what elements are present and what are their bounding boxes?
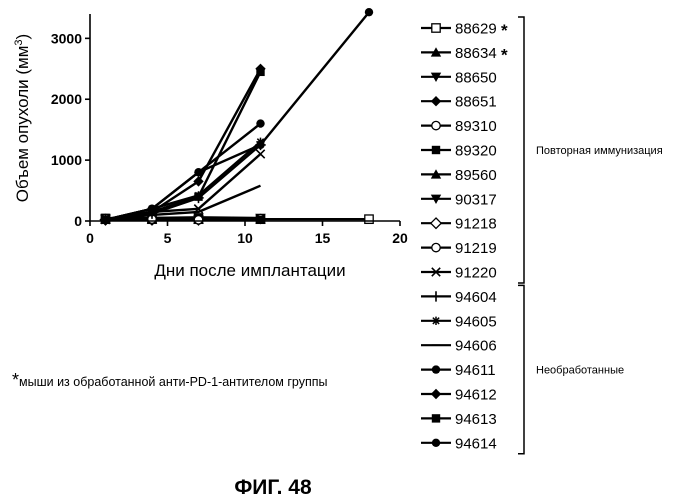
legend-item-89310: 89310: [421, 118, 497, 135]
legend-marker: [432, 146, 440, 154]
y-axis-label-close: ): [13, 34, 32, 40]
legend-item-91220: 91220: [421, 265, 497, 282]
legend-label: 88634: [455, 45, 497, 62]
bracket-line: [518, 17, 524, 283]
legend-item-94612: 94612: [421, 387, 497, 404]
legend-item-88634: 88634*: [421, 45, 508, 65]
legend-marker: [432, 243, 440, 251]
data-point: [101, 216, 109, 224]
legend-item-89560: 89560: [421, 167, 497, 184]
y-tick-label: 3000: [51, 30, 82, 46]
y-axis-label-main: Объем опухоли (мм: [13, 46, 32, 203]
legend-label: 90317: [455, 191, 497, 208]
legend-star: *: [501, 21, 508, 40]
legend-label: 94611: [455, 362, 496, 379]
legend-marker: [432, 414, 440, 422]
data-point: [256, 150, 264, 158]
data-point: [148, 205, 156, 213]
legend-label: 91218: [455, 216, 497, 233]
legend-label: 88650: [455, 69, 497, 86]
legend-marker: [431, 389, 441, 399]
axes: 0 1000 2000 3000 0 5 10 15 20: [51, 14, 408, 246]
series-line: [106, 124, 261, 220]
legend-item-89320: 89320: [421, 143, 497, 160]
data-point: [194, 216, 202, 224]
x-tick-label: 20: [392, 230, 408, 246]
legend-item-94604: 94604: [421, 289, 497, 306]
data-point: [365, 8, 373, 16]
group-label: Необработанные: [536, 365, 624, 377]
data-point: [194, 168, 202, 176]
figure-caption: ФИГ. 48: [234, 476, 312, 499]
legend-label: 94612: [455, 387, 497, 404]
legend-marker: [431, 218, 441, 228]
legend-label: 88629: [455, 21, 497, 38]
data-point: [256, 141, 264, 149]
data-point: [365, 215, 373, 223]
legend-star: *: [501, 45, 508, 64]
footnote: *мыши из обработанной анти-PD-1-антитело…: [12, 370, 328, 390]
series-line: [106, 72, 261, 220]
legend-marker: [432, 317, 440, 325]
group-bracket-1: Повторная иммунизация: [518, 17, 663, 283]
bracket-line: [518, 285, 524, 453]
legend-item-88650: 88650: [421, 69, 497, 86]
legend-marker: [432, 121, 440, 129]
series-94613: [101, 68, 264, 224]
legend-groups: Повторная иммунизация Необработанные: [518, 17, 663, 454]
y-axis-label: Объем опухоли (мм3): [13, 34, 32, 202]
legend-marker: [431, 291, 441, 301]
legend-label: 91220: [455, 265, 497, 282]
data-point: [256, 119, 264, 127]
footnote-star: *: [12, 370, 19, 390]
legend-label: 94604: [455, 289, 497, 306]
legend-marker: [432, 24, 440, 32]
legend-item-91218: 91218: [421, 216, 497, 233]
x-tick-label: 5: [164, 230, 172, 246]
plot-area: [100, 8, 373, 225]
legend-item-91219: 91219: [421, 240, 497, 257]
legend-label: 88651: [455, 94, 497, 111]
legend-label: 94614: [455, 435, 497, 452]
legend-label: 94606: [455, 338, 497, 355]
y-tick-label: 1000: [51, 152, 82, 168]
legend-marker: [432, 439, 440, 447]
legend-item-94613: 94613: [421, 411, 497, 428]
legend-label: 89560: [455, 167, 497, 184]
legend-label: 94613: [455, 411, 497, 428]
x-tick-label: 10: [237, 230, 253, 246]
legend-marker: [432, 365, 440, 373]
legend-label: 89310: [455, 118, 497, 135]
legend-marker: [431, 96, 441, 106]
legend-item-90317: 90317: [421, 191, 497, 208]
x-axis-label: Дни после имплантации: [154, 261, 345, 280]
legend-item-88651: 88651: [421, 94, 497, 111]
legend-label: 94605: [455, 313, 497, 330]
legend: 88629*88634*8865088651893108932089560903…: [421, 21, 508, 453]
legend-item-94606: 94606: [421, 338, 497, 355]
data-point: [256, 216, 264, 224]
data-point: [194, 192, 202, 200]
footnote-text: мыши из обработанной анти-PD-1-антителом…: [19, 375, 328, 389]
legend-item-88629: 88629*: [421, 21, 508, 41]
series-line: [106, 69, 261, 220]
group-label: Повторная иммунизация: [536, 145, 663, 157]
legend-label: 89320: [455, 143, 497, 160]
series-line: [106, 142, 261, 220]
legend-item-94614: 94614: [421, 435, 497, 452]
legend-label: 91219: [455, 240, 497, 257]
data-point: [256, 68, 264, 76]
legend-item-94605: 94605: [421, 313, 497, 330]
x-tick-label: 0: [86, 230, 94, 246]
x-tick-label: 15: [315, 230, 331, 246]
group-bracket-2: Необработанные: [518, 285, 624, 453]
y-tick-label: 0: [74, 213, 82, 229]
legend-item-94611: 94611: [421, 362, 496, 379]
y-tick-label: 2000: [51, 91, 82, 107]
